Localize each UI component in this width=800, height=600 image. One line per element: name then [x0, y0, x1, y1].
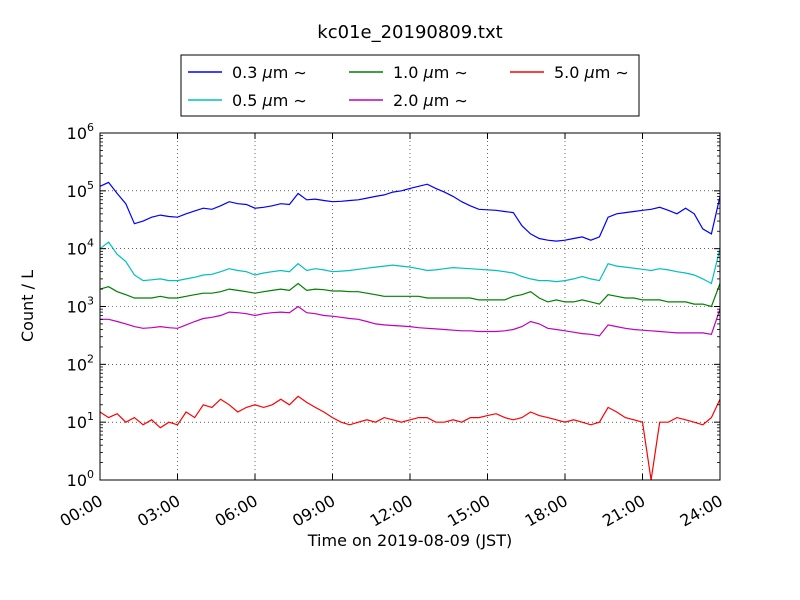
series-line-0-3um	[100, 181, 720, 242]
series-line-2-0um	[100, 305, 720, 337]
legend-entry-2-0um: 2.0 μm ∼	[349, 91, 468, 110]
series-layer	[100, 181, 720, 480]
legend-entry-0-5um: 0.5 μm ∼	[188, 91, 307, 110]
y-tick-label: 100	[67, 468, 94, 490]
x-axis-label: Time on 2019-08-09 (JST)	[307, 531, 512, 550]
chart-title: kc01e_20190809.txt	[317, 22, 502, 43]
legend-label: 0.5 μm ∼	[232, 91, 307, 110]
y-tick-label: 104	[67, 237, 94, 259]
y-tick-label: 102	[67, 352, 94, 374]
y-tick-label: 103	[67, 295, 94, 317]
series-line-1-0um	[100, 282, 720, 308]
legend-entry-0-3um: 0.3 μm ∼	[188, 63, 307, 82]
legend-label: 1.0 μm ∼	[393, 63, 468, 82]
legend: 0.3 μm ∼ 1.0 μm ∼ 5.0 μm ∼ 0.5 μm ∼ 2.0 μm ∼	[180, 54, 640, 117]
series-line-0-5um	[100, 241, 720, 285]
y-axis-label: Count / L	[18, 270, 37, 342]
series-line-5-0um	[100, 395, 720, 480]
legend-label: 0.3 μm ∼	[232, 63, 307, 82]
y-tick-label: 101	[67, 410, 94, 432]
y-tick-label: 106	[67, 121, 94, 143]
legend-label: 5.0 μm ∼	[554, 63, 629, 82]
legend-entry-5-0um: 5.0 μm ∼	[510, 63, 629, 82]
legend-frame	[180, 54, 640, 117]
legend-entry-1-0um: 1.0 μm ∼	[349, 63, 468, 82]
grid-lines	[100, 133, 720, 480]
y-tick-label: 105	[67, 179, 94, 201]
legend-label: 2.0 μm ∼	[393, 91, 468, 110]
